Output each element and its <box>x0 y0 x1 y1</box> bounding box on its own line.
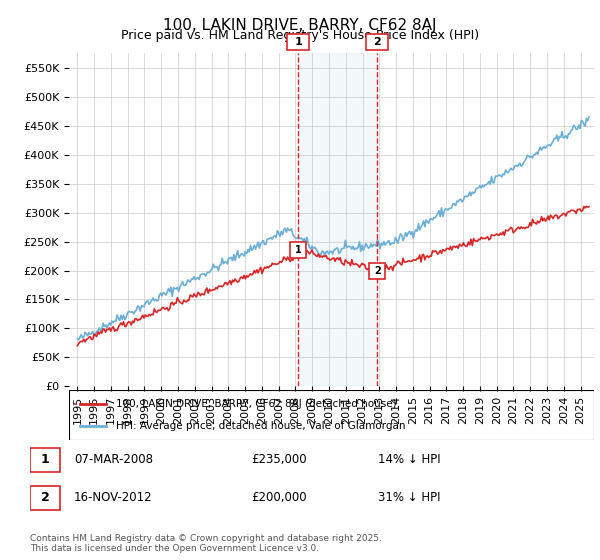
Text: 2: 2 <box>373 37 381 47</box>
Text: 2: 2 <box>374 265 380 276</box>
Text: £235,000: £235,000 <box>251 454 307 466</box>
Text: 100, LAKIN DRIVE, BARRY, CF62 8AJ (detached house): 100, LAKIN DRIVE, BARRY, CF62 8AJ (detac… <box>116 399 397 409</box>
Text: 14% ↓ HPI: 14% ↓ HPI <box>378 454 440 466</box>
Bar <box>298 53 377 386</box>
Text: 1: 1 <box>41 454 49 466</box>
Text: 1: 1 <box>295 245 302 255</box>
Text: 07-MAR-2008: 07-MAR-2008 <box>74 454 153 466</box>
Text: £200,000: £200,000 <box>251 491 307 504</box>
Text: 100, LAKIN DRIVE, BARRY, CF62 8AJ: 100, LAKIN DRIVE, BARRY, CF62 8AJ <box>163 18 437 33</box>
Text: 31% ↓ HPI: 31% ↓ HPI <box>378 491 440 504</box>
Text: 1: 1 <box>295 37 302 47</box>
Text: 16-NOV-2012: 16-NOV-2012 <box>74 491 153 504</box>
Text: Price paid vs. HM Land Registry's House Price Index (HPI): Price paid vs. HM Land Registry's House … <box>121 29 479 42</box>
Text: Contains HM Land Registry data © Crown copyright and database right 2025.
This d: Contains HM Land Registry data © Crown c… <box>30 534 382 553</box>
Text: HPI: Average price, detached house, Vale of Glamorgan: HPI: Average price, detached house, Vale… <box>116 421 406 431</box>
Text: 2: 2 <box>41 491 49 504</box>
